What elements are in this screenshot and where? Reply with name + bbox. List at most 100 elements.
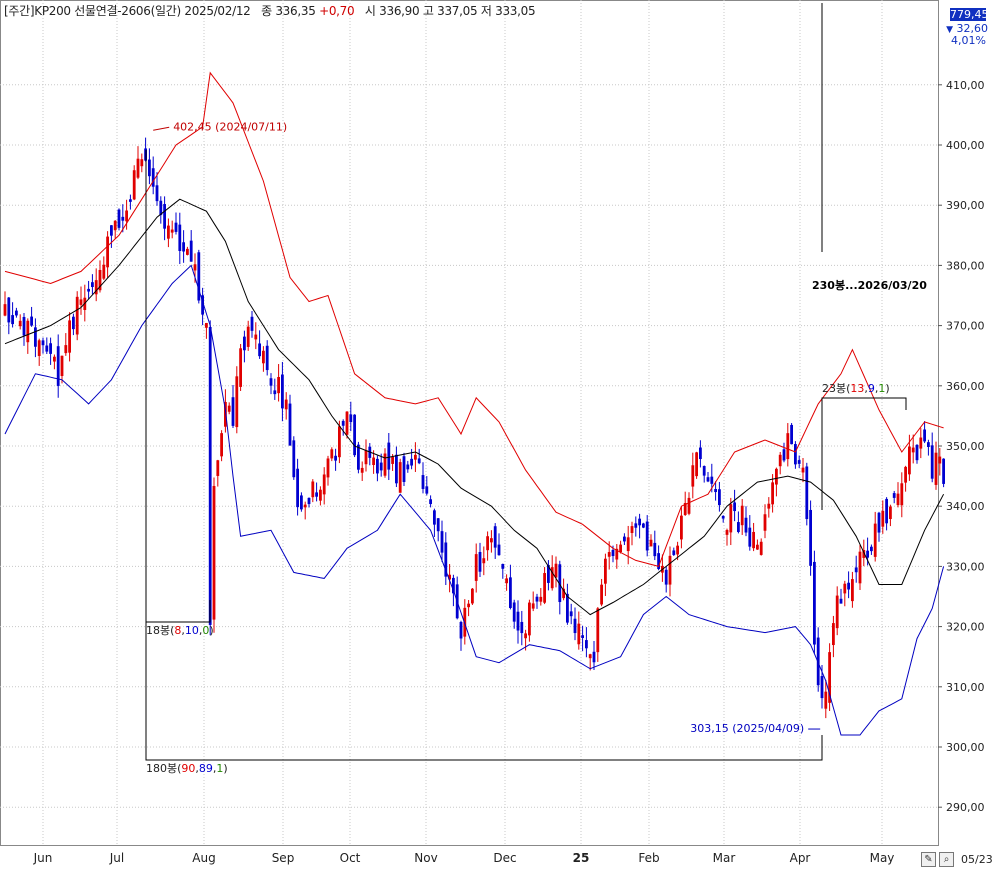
candle-body — [307, 497, 311, 505]
candle-body — [535, 596, 539, 602]
candle-body — [26, 320, 30, 343]
candle-body — [410, 458, 413, 466]
candle-body — [649, 539, 653, 547]
candle-body — [478, 551, 482, 572]
candle-body — [737, 522, 740, 532]
candle-body — [189, 240, 193, 262]
candle-body — [748, 527, 752, 547]
high-label: 고 — [422, 4, 434, 18]
future-annotation-label: 230봉...2026/03/20 — [812, 279, 927, 292]
candle-body — [619, 544, 622, 553]
bar-count-label: 18봉(8,10,0) — [146, 624, 214, 637]
y-tick-label: 290,00 — [946, 801, 985, 814]
candle-body — [539, 596, 543, 602]
candle-body — [269, 378, 273, 386]
candle-body — [528, 602, 531, 636]
candle-body — [467, 603, 470, 608]
bollinger-upper-line — [4, 71, 944, 567]
candle-body — [414, 454, 417, 460]
candle-body — [41, 340, 45, 346]
candle-body — [794, 444, 797, 465]
x-tick-label: Dec — [493, 851, 516, 865]
candle-body — [938, 456, 942, 464]
candle-body — [421, 475, 425, 489]
candle-body — [695, 452, 698, 477]
header-prefix: [주간]KP200 선물연결-2606(일간) 2025/02/12 — [4, 4, 251, 18]
candle-body — [258, 343, 261, 357]
open-value: 336,90 — [379, 4, 420, 18]
candle-body — [908, 446, 911, 475]
candle-body — [49, 343, 52, 354]
candle-body — [75, 296, 79, 335]
candle-body — [292, 440, 296, 478]
high-annotation-pointer — [153, 126, 170, 131]
candle-body — [212, 485, 216, 620]
candle-body — [558, 564, 562, 603]
bracket-23 — [821, 397, 907, 510]
high-value: 337,05 — [437, 4, 478, 18]
candle-body — [562, 588, 565, 599]
candle-body — [159, 200, 163, 216]
bollinger-lower-line — [4, 264, 945, 736]
candle-body — [406, 464, 410, 470]
candle-body — [330, 449, 334, 459]
candle-body — [672, 550, 676, 555]
y-tick-label: 370,00 — [946, 320, 985, 333]
candle-body — [809, 509, 812, 566]
candle-body — [930, 445, 934, 479]
y-tick-label: 400,00 — [946, 139, 985, 152]
candle-body — [550, 567, 554, 589]
candle-body — [896, 493, 900, 506]
candle-body — [433, 510, 436, 525]
candle-body — [129, 199, 132, 202]
candles-group — [3, 137, 945, 719]
y-tick-label: 360,00 — [946, 380, 985, 393]
candle-body — [174, 222, 178, 232]
candle-body — [341, 420, 345, 426]
candle-body — [243, 336, 246, 351]
candle-body — [235, 376, 239, 428]
candle-body — [843, 583, 847, 594]
candle-body — [273, 390, 277, 395]
candle-body — [668, 555, 672, 585]
candle-body — [858, 551, 862, 584]
candle-body — [186, 248, 189, 255]
candle-body — [687, 497, 691, 514]
candle-body — [683, 503, 687, 515]
magnifier-icon[interactable]: ⌕ — [939, 852, 954, 867]
candle-body — [813, 561, 816, 645]
candle-body — [140, 159, 144, 167]
candle-body — [706, 477, 710, 482]
candle-body — [87, 288, 90, 292]
bar-count-label: 180봉(90,89,1) — [146, 762, 228, 775]
bracket-18 — [145, 150, 211, 623]
x-tick-label: Nov — [414, 851, 437, 865]
candle-body — [763, 514, 767, 531]
pencil-icon[interactable]: ✎ — [921, 852, 936, 867]
candle-body — [132, 170, 136, 200]
candle-body — [482, 558, 486, 564]
candle-body — [531, 603, 535, 609]
candle-body — [691, 465, 695, 487]
candle-body — [360, 467, 364, 473]
candle-body — [178, 224, 182, 251]
candle-body — [250, 316, 254, 331]
triangle-down-icon: ▼ — [946, 25, 953, 35]
candle-body — [288, 403, 292, 446]
candle-body — [429, 499, 432, 505]
candle-body — [296, 468, 299, 508]
candle-body — [30, 316, 33, 326]
candle-body — [573, 618, 577, 634]
candle-body — [600, 584, 603, 605]
candle-body — [493, 526, 497, 548]
close-label: 종 — [261, 4, 272, 18]
candle-body — [554, 563, 558, 578]
candle-body — [94, 280, 98, 295]
candle-body — [630, 526, 634, 534]
candle-body — [676, 545, 679, 555]
candle-body — [623, 536, 626, 542]
side-change-value: 32,60 — [956, 22, 989, 35]
candle-body — [725, 530, 729, 535]
